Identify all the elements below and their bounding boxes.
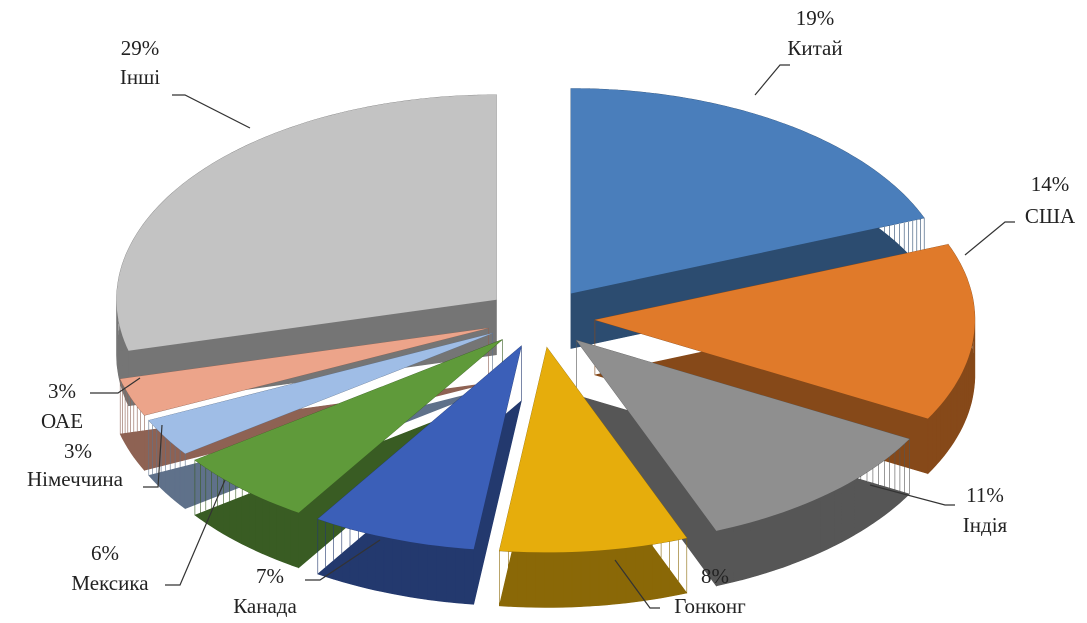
data-label: 7% <box>256 564 284 588</box>
data-label: 14% <box>1031 172 1070 196</box>
leader-line <box>90 377 141 394</box>
category-label: Індія <box>963 513 1008 537</box>
data-label: 3% <box>64 439 92 463</box>
category-label: ОАЕ <box>41 409 83 433</box>
slice <box>194 339 503 513</box>
data-label: 3% <box>48 379 76 403</box>
leader-line <box>165 479 226 586</box>
leader-line <box>754 64 790 96</box>
slice <box>116 94 497 351</box>
slice <box>148 333 493 454</box>
category-label: Інші <box>120 65 160 89</box>
data-label: 6% <box>91 541 119 565</box>
category-label: Гонконг <box>674 594 746 618</box>
category-label: Мексика <box>71 571 149 595</box>
leader-line <box>143 424 163 488</box>
slice <box>594 244 975 419</box>
slice <box>499 347 687 553</box>
slice <box>570 88 925 294</box>
leader-line <box>964 221 1015 256</box>
leader-line <box>172 94 251 129</box>
slice <box>317 345 522 550</box>
data-label: 19% <box>796 6 835 30</box>
category-label: Канада <box>233 594 297 618</box>
data-label: 8% <box>701 564 729 588</box>
category-label: Німеччина <box>27 467 124 491</box>
data-label: 11% <box>966 483 1004 507</box>
leader-line <box>614 559 660 609</box>
slice <box>576 340 910 531</box>
data-label: 29% <box>121 36 160 60</box>
category-label: Китай <box>787 36 842 60</box>
slice <box>120 328 489 416</box>
slice-side <box>499 346 688 608</box>
leader-line <box>869 484 955 506</box>
leader-line <box>305 539 381 581</box>
category-label: США <box>1025 204 1076 228</box>
